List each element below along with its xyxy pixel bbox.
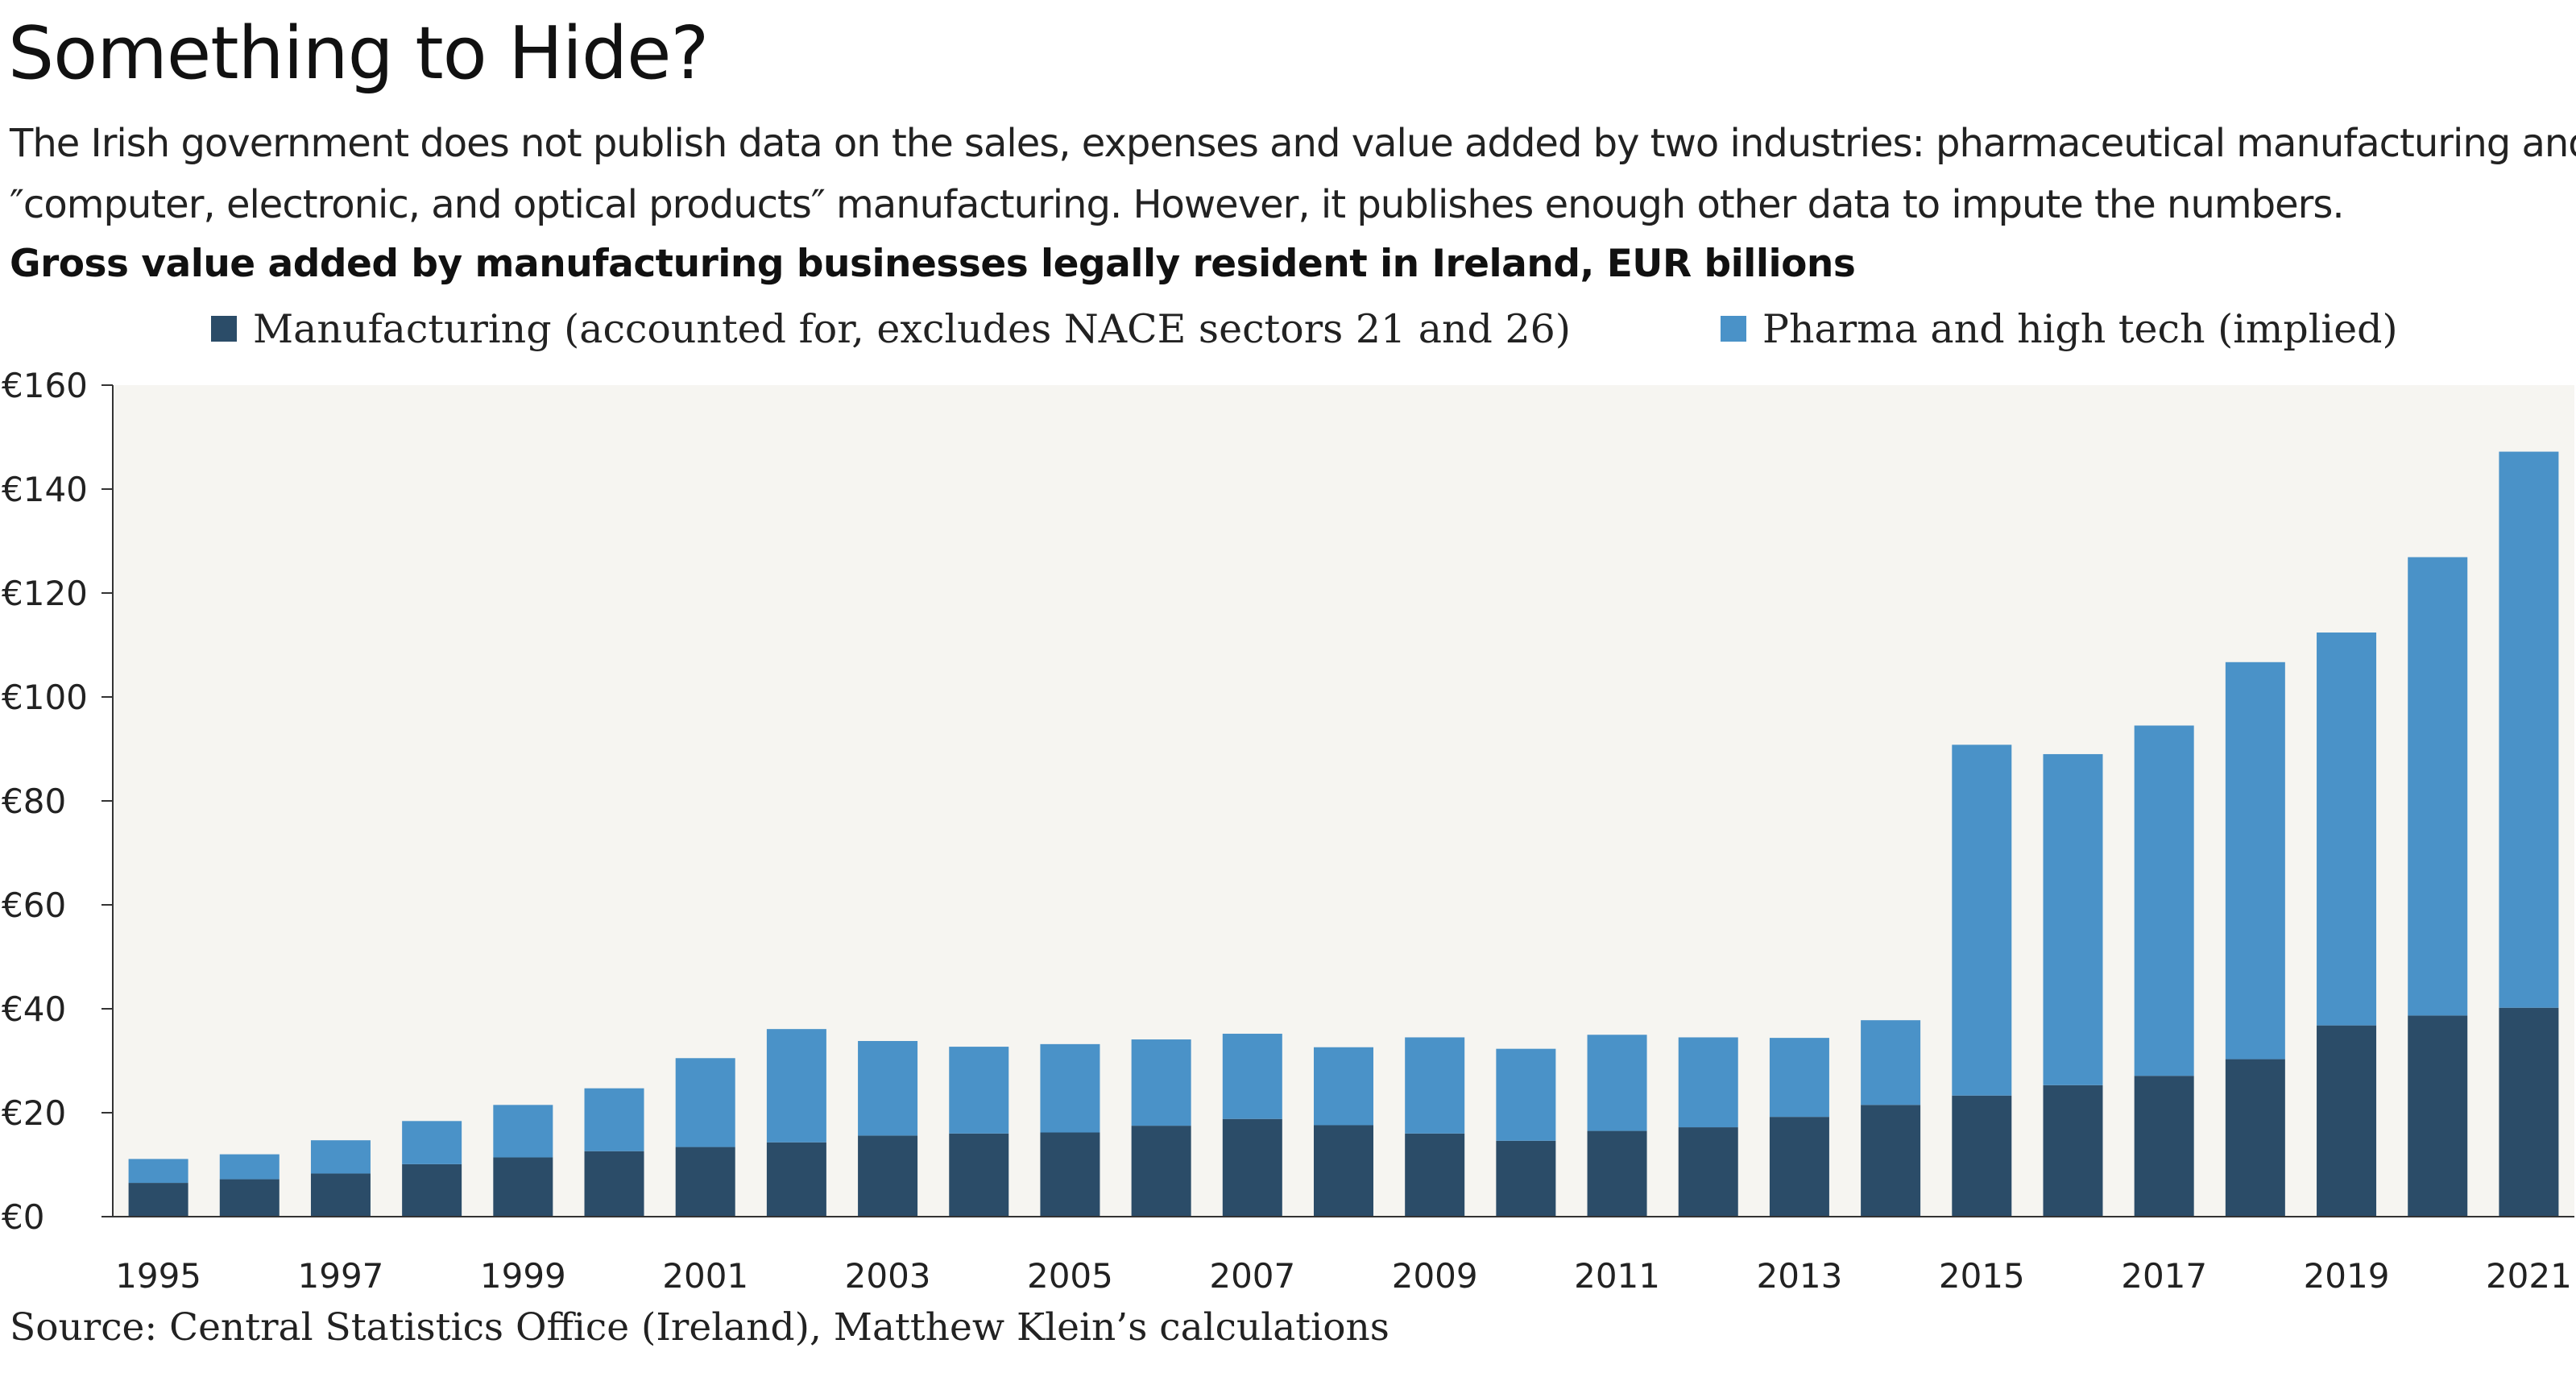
legend-swatch-manufacturing (211, 316, 237, 342)
chart-title: Gross value added by manufacturing busin… (10, 242, 1856, 286)
bar-pharma-2012 (1678, 1037, 1738, 1128)
bar-manufacturing-2020 (2408, 1015, 2468, 1217)
bar-manufacturing-2002 (766, 1142, 826, 1217)
legend-item-pharma: Pharma and high tech (implied) (1721, 305, 2398, 353)
x-tick-label: 2009 (1392, 1256, 1478, 1296)
subtitle-line-2: ″computer, electronic, and optical produ… (10, 182, 2345, 227)
x-tick-label: 1995 (115, 1256, 201, 1296)
bar-pharma-2007 (1222, 1033, 1282, 1119)
bar-manufacturing-1999 (493, 1157, 553, 1217)
bar-manufacturing-1995 (128, 1183, 188, 1217)
bar-manufacturing-2014 (1861, 1105, 1921, 1217)
bar-pharma-2017 (2134, 725, 2194, 1076)
bar-pharma-2006 (1131, 1039, 1191, 1126)
bar-pharma-2011 (1587, 1035, 1647, 1131)
bar-manufacturing-2004 (949, 1133, 1009, 1217)
bar-manufacturing-2015 (1952, 1095, 2012, 1217)
subtitle-line-1: The Irish government does not publish da… (10, 121, 2576, 166)
bar-pharma-1995 (128, 1159, 188, 1184)
x-tick-label: 2007 (1209, 1256, 1295, 1296)
legend-swatch-pharma (1721, 316, 1746, 342)
bar-pharma-1997 (310, 1140, 371, 1174)
bar-manufacturing-2005 (1040, 1132, 1100, 1217)
legend-label-manufacturing: Manufacturing (accounted for, excludes N… (253, 305, 1571, 352)
x-tick-label: 2011 (1574, 1256, 1660, 1296)
x-tick-label: 2013 (1756, 1256, 1842, 1296)
x-tick-label: 2001 (662, 1256, 748, 1296)
y-tick-label: €160 (2, 366, 88, 405)
bar-manufacturing-2003 (858, 1135, 918, 1217)
bar-pharma-2004 (949, 1047, 1009, 1134)
bar-pharma-2021 (2499, 451, 2559, 1008)
bar-pharma-1999 (493, 1105, 553, 1158)
y-tick-label: €100 (2, 678, 88, 717)
bar-manufacturing-2012 (1678, 1127, 1738, 1217)
bar-pharma-2009 (1405, 1037, 1465, 1134)
bar-pharma-2015 (1952, 744, 2012, 1096)
x-tick-label: 2019 (2304, 1256, 2390, 1296)
source-note: Source: Central Statistics Office (Irela… (10, 1305, 1389, 1350)
bar-pharma-2003 (858, 1040, 918, 1136)
bar-manufacturing-2009 (1405, 1133, 1465, 1217)
bar-pharma-2005 (1040, 1043, 1100, 1133)
y-tick-label: €60 (2, 886, 66, 925)
bar-manufacturing-2019 (2317, 1025, 2377, 1217)
y-tick-label: €120 (2, 574, 88, 613)
bar-pharma-2019 (2317, 633, 2377, 1026)
bar-pharma-2013 (1769, 1038, 1829, 1118)
x-tick-label: 2021 (2486, 1256, 2572, 1296)
y-tick-label: €80 (2, 782, 66, 821)
bar-manufacturing-2013 (1769, 1117, 1829, 1217)
x-tick-label: 2015 (1939, 1256, 2025, 1296)
bar-manufacturing-1996 (219, 1179, 280, 1217)
bar-manufacturing-1998 (402, 1163, 462, 1217)
bar-pharma-2016 (2043, 753, 2103, 1085)
y-tick-label: €40 (2, 989, 66, 1029)
bar-pharma-2020 (2408, 557, 2468, 1016)
legend-item-manufacturing: Manufacturing (accounted for, excludes N… (211, 305, 1571, 353)
x-tick-label: 1997 (298, 1256, 384, 1296)
legend-label-pharma: Pharma and high tech (implied) (1762, 305, 2398, 352)
bar-pharma-2002 (766, 1029, 826, 1143)
x-tick-label: 1999 (480, 1256, 566, 1296)
bar-manufacturing-2007 (1222, 1118, 1282, 1217)
bar-manufacturing-1997 (310, 1173, 371, 1217)
bar-pharma-2008 (1314, 1047, 1373, 1126)
y-tick-label: €140 (2, 470, 88, 509)
bar-pharma-2010 (1496, 1048, 1556, 1141)
x-tick-label: 2017 (2121, 1256, 2207, 1296)
bar-manufacturing-2018 (2225, 1059, 2285, 1217)
subtitle: The Irish government does not publish da… (10, 113, 2576, 235)
page-title: Something to Hide? (8, 11, 709, 96)
bar-pharma-2001 (675, 1058, 735, 1147)
bar-manufacturing-2016 (2043, 1085, 2103, 1217)
bar-manufacturing-2011 (1587, 1130, 1647, 1217)
bar-manufacturing-2008 (1314, 1125, 1373, 1217)
bar-pharma-2000 (584, 1088, 644, 1151)
x-tick-label: 2003 (845, 1256, 931, 1296)
bar-manufacturing-2001 (675, 1147, 735, 1217)
x-tick-label: 2005 (1027, 1256, 1113, 1296)
bar-manufacturing-2010 (1496, 1140, 1556, 1217)
bar-manufacturing-2021 (2499, 1007, 2559, 1217)
bar-pharma-1998 (402, 1121, 462, 1164)
y-tick-label: €0 (2, 1197, 44, 1237)
y-tick-label: €20 (2, 1093, 66, 1133)
bar-manufacturing-2006 (1131, 1126, 1191, 1217)
bar-pharma-2018 (2225, 662, 2285, 1060)
bar-manufacturing-2017 (2134, 1076, 2194, 1217)
bar-pharma-2014 (1861, 1020, 1921, 1105)
bar-pharma-1996 (219, 1154, 280, 1180)
bar-manufacturing-2000 (584, 1151, 644, 1217)
